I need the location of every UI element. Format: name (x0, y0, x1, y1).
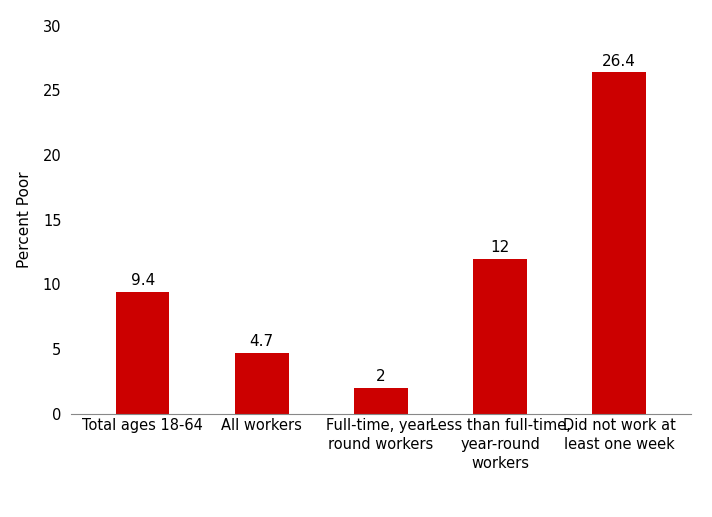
Bar (592, 72, 646, 414)
Text: 9.4: 9.4 (130, 273, 155, 288)
Bar (235, 353, 288, 414)
Y-axis label: Percent Poor: Percent Poor (16, 172, 31, 268)
Text: 26.4: 26.4 (602, 53, 636, 69)
Text: 4.7: 4.7 (250, 334, 274, 349)
Text: 12: 12 (491, 239, 510, 255)
Bar (354, 388, 408, 414)
Text: 2: 2 (376, 369, 386, 384)
Bar (473, 258, 527, 414)
Bar (116, 292, 169, 414)
